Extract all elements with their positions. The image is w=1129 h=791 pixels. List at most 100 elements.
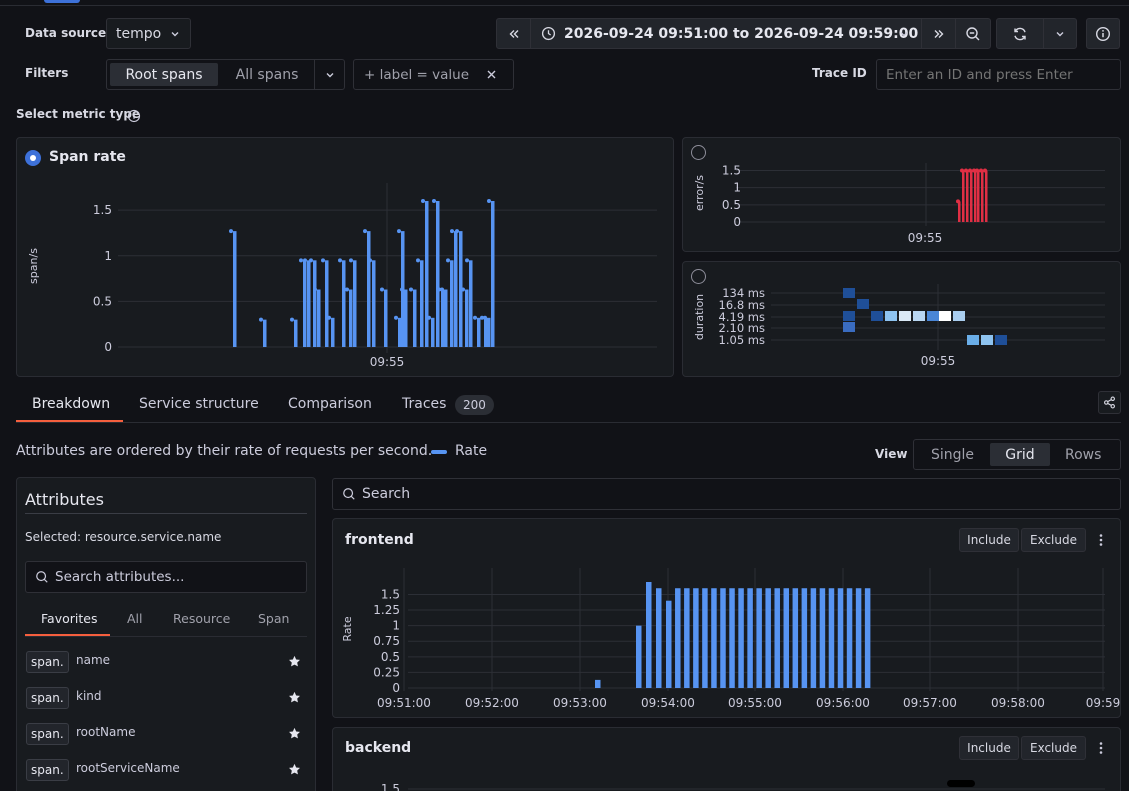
bar-point	[972, 168, 976, 173]
view-single[interactable]: Single	[931, 447, 975, 463]
bar	[484, 317, 488, 347]
view-toggle: Single Grid Rows	[913, 439, 1121, 470]
bar	[636, 625, 642, 688]
bar	[684, 588, 690, 688]
breakdown-search-input[interactable]: Search	[332, 478, 1121, 510]
star-icon[interactable]	[288, 655, 301, 668]
refresh-interval-dropdown[interactable]	[1043, 18, 1077, 49]
more-menu-icon[interactable]	[1098, 741, 1104, 755]
bar-point	[321, 258, 325, 263]
bar-point	[440, 287, 444, 292]
all-spans-option[interactable]: All spans	[220, 63, 314, 86]
time-range-text: 2026-09-24 09:51:00 to 2026-09-24 09:59:…	[564, 25, 919, 42]
bar-point	[983, 168, 987, 173]
span-rate-radio[interactable]	[25, 150, 41, 166]
time-shift-back-button[interactable]	[496, 18, 531, 49]
backend-rate-chart: 1.5	[381, 782, 1105, 791]
attribute-search-input[interactable]: Search attributes...	[25, 561, 307, 593]
bar	[444, 289, 448, 347]
attribute-item[interactable]: span. name	[25, 651, 307, 675]
clock-icon	[541, 26, 556, 41]
bar	[303, 260, 307, 347]
x-tick-label: 09:53:00	[553, 696, 607, 710]
error-rate-panel[interactable]: 0 0.5 1 1.5 09:55 error/s	[682, 137, 1121, 252]
tab-traces[interactable]: Traces	[402, 396, 447, 412]
attribute-item[interactable]: span. kind	[25, 687, 307, 711]
exclude-label: Exclude	[1029, 533, 1077, 547]
view-grid-label: Grid	[1005, 446, 1035, 463]
info-button[interactable]	[1086, 18, 1120, 49]
bar	[349, 289, 353, 347]
error-rate-radio[interactable]	[691, 145, 706, 160]
exclude-button[interactable]: Exclude	[1021, 736, 1086, 760]
exclude-label: Exclude	[1029, 741, 1077, 755]
data-source-select[interactable]: tempo	[106, 18, 191, 49]
attribute-scope-tag: span.	[26, 759, 69, 781]
bar-point	[313, 287, 317, 292]
bar-point	[400, 287, 404, 292]
attribute-item[interactable]: span. rootServiceName	[25, 759, 307, 783]
y-tick-label: 0.25	[373, 665, 400, 679]
duration-panel[interactable]: 134 ms 16.8 ms 4.19 ms 2.10 ms 1.05 ms 09:55 d…	[682, 261, 1121, 377]
close-icon[interactable]	[486, 69, 497, 80]
bar	[384, 289, 388, 347]
bar-point	[368, 258, 372, 263]
bar	[666, 600, 672, 688]
star-icon[interactable]	[288, 691, 301, 704]
bar-point	[446, 258, 450, 263]
tab-comparison[interactable]: Comparison	[288, 396, 372, 412]
bar	[477, 317, 481, 347]
bar	[985, 170, 988, 222]
attr-tab-favorites[interactable]: Favorites	[41, 611, 98, 626]
more-menu-icon[interactable]	[1098, 533, 1104, 547]
span-rate-panel[interactable]: Span rate 0 0.5 1 1.5 09:55 span/s	[16, 137, 674, 377]
time-range-picker[interactable]: 2026-09-24 09:51:00 to 2026-09-24 09:59:…	[530, 18, 922, 49]
include-button[interactable]: Include	[959, 528, 1019, 552]
search-icon	[35, 570, 49, 584]
data-source-value: tempo	[116, 25, 162, 42]
bar-point	[338, 258, 342, 263]
share-button[interactable]	[1098, 391, 1121, 414]
y-tick-label: 0.75	[373, 634, 400, 648]
y-tick-label: 1	[392, 619, 400, 633]
bar	[977, 170, 980, 222]
bar	[738, 588, 744, 688]
view-rows[interactable]: Rows	[1065, 447, 1102, 463]
bar	[783, 588, 790, 688]
duration-radio[interactable]	[691, 269, 706, 284]
include-button[interactable]: Include	[959, 736, 1019, 760]
attr-tab-resource[interactable]: Resource	[173, 611, 231, 626]
bar	[702, 588, 708, 688]
bar	[436, 201, 440, 347]
label-filter[interactable]: + label = value	[353, 59, 514, 90]
traces-count-badge: 200	[455, 395, 494, 415]
scope-dropdown[interactable]	[314, 60, 345, 89]
view-grid[interactable]: Grid	[990, 443, 1050, 466]
exclude-button[interactable]: Exclude	[1021, 528, 1086, 552]
include-label: Include	[967, 533, 1011, 547]
scrollbar-thumb[interactable]	[947, 780, 975, 787]
bar	[864, 588, 871, 688]
tab-breakdown[interactable]: Breakdown	[32, 396, 111, 412]
trace-id-input[interactable]	[876, 59, 1121, 90]
time-shift-forward-button[interactable]	[921, 18, 956, 49]
star-icon[interactable]	[288, 763, 301, 776]
zoom-out-button[interactable]	[955, 18, 991, 49]
star-icon[interactable]	[288, 727, 301, 740]
bar	[233, 231, 237, 347]
attributes-title: Attributes	[25, 490, 104, 509]
y-tick-label: 1	[104, 249, 112, 263]
attr-tab-all[interactable]: All	[127, 611, 143, 626]
root-spans-option[interactable]: Root spans	[110, 63, 218, 86]
service-name: frontend	[345, 532, 414, 548]
attr-tab-span[interactable]: Span	[258, 611, 290, 626]
bar-point	[483, 315, 487, 320]
tab-service-structure[interactable]: Service structure	[139, 396, 259, 412]
selected-attribute: Selected: resource.service.name	[25, 530, 222, 544]
heatmap-cell	[953, 311, 965, 321]
attribute-item[interactable]: span. rootName	[25, 723, 307, 747]
bar	[729, 588, 735, 688]
refresh-button[interactable]	[996, 18, 1044, 49]
bar	[846, 588, 853, 688]
y-tick-label: 2.10 ms	[719, 321, 765, 335]
